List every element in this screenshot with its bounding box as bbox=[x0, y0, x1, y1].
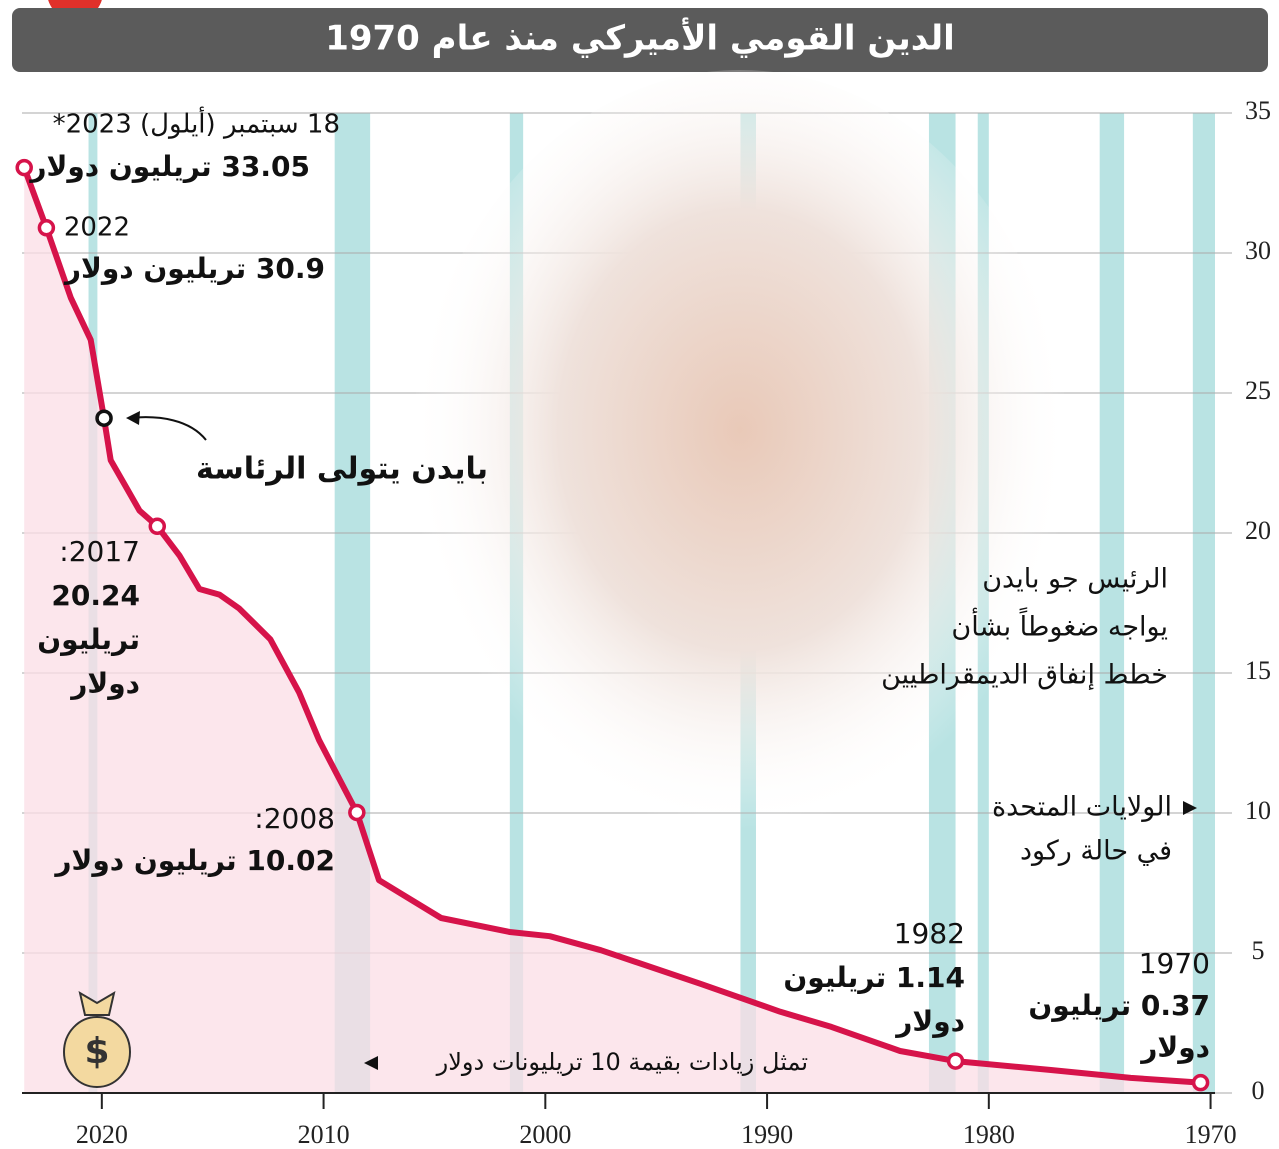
y-tick-label: 20 bbox=[1245, 516, 1271, 545]
x-tick-label: 1980 bbox=[963, 1120, 1015, 1149]
annotation: الولايات المتحدة bbox=[992, 792, 1172, 823]
chart: الدين القومي الأميركي منذ عام 1970 0 5 10 1… bbox=[0, 0, 1279, 1149]
point-marker bbox=[17, 161, 31, 175]
arrowhead bbox=[126, 411, 140, 425]
x-tick-label: 2020 bbox=[76, 1120, 128, 1149]
annotation: خطط إنفاق الديمقراطيين bbox=[881, 660, 1168, 691]
x-tick-label: 2010 bbox=[298, 1120, 350, 1149]
annotation: 2022 bbox=[64, 213, 130, 243]
annotation: 1970 bbox=[1139, 947, 1210, 980]
annotation: بايدن يتولى الرئاسة bbox=[196, 452, 488, 487]
chart-title: الدين القومي الأميركي منذ عام 1970 bbox=[325, 17, 955, 59]
annotation: 33.05 تريليون دولار bbox=[28, 150, 310, 183]
annotation: الرئيس جو بايدن bbox=[982, 564, 1168, 595]
arrow bbox=[130, 417, 206, 440]
annotation: 18 سبتمبر (أيلول) 2023* bbox=[53, 106, 340, 140]
recession-band bbox=[1193, 113, 1215, 1093]
point-marker bbox=[150, 519, 164, 533]
point-marker bbox=[39, 221, 53, 235]
annotation: في حالة ركود bbox=[1020, 836, 1172, 867]
svg-text:$: $ bbox=[84, 1031, 109, 1072]
point-marker bbox=[350, 805, 364, 819]
annotation: يواجه ضغوطاً بشأن bbox=[951, 607, 1168, 643]
annotation: 2008: bbox=[254, 802, 335, 835]
y-tick-label: 15 bbox=[1245, 656, 1271, 685]
x-tick-label: 2000 bbox=[519, 1120, 571, 1149]
y-tick-label: 35 bbox=[1245, 96, 1271, 125]
y-tick-label: 30 bbox=[1245, 236, 1271, 265]
y-tick-label: 5 bbox=[1252, 936, 1265, 965]
point-marker bbox=[1194, 1076, 1208, 1090]
annotation: تمثل زيادات بقيمة 10 تريليونات دولار bbox=[436, 1048, 808, 1076]
annotation: تريليون bbox=[37, 623, 140, 656]
y-tick-label: 0 bbox=[1252, 1076, 1265, 1105]
point-marker bbox=[949, 1054, 963, 1068]
annotation: 10.02 تريليون دولار bbox=[53, 844, 335, 877]
y-tick-label: 25 bbox=[1245, 376, 1271, 405]
photo bbox=[410, 70, 1070, 870]
recession-band bbox=[1100, 113, 1124, 1093]
annotation: دولار bbox=[1139, 1031, 1210, 1064]
annotation: 0.37 تريليون bbox=[1028, 989, 1210, 1022]
annotation: 1982 bbox=[894, 917, 965, 950]
inauguration-marker bbox=[97, 411, 111, 425]
annotation: دولار bbox=[894, 1005, 965, 1038]
annotation: 1.14 تريليون bbox=[783, 961, 965, 994]
annotation: 20.24 bbox=[51, 579, 140, 612]
x-tick-label: 1990 bbox=[741, 1120, 793, 1149]
annotation: 2017: bbox=[59, 535, 140, 568]
x-tick-label: 1970 bbox=[1185, 1120, 1237, 1149]
y-tick-label: 10 bbox=[1245, 796, 1271, 825]
annotation: 30.9 تريليون دولار bbox=[63, 252, 325, 285]
annotation: دولار bbox=[69, 667, 140, 700]
